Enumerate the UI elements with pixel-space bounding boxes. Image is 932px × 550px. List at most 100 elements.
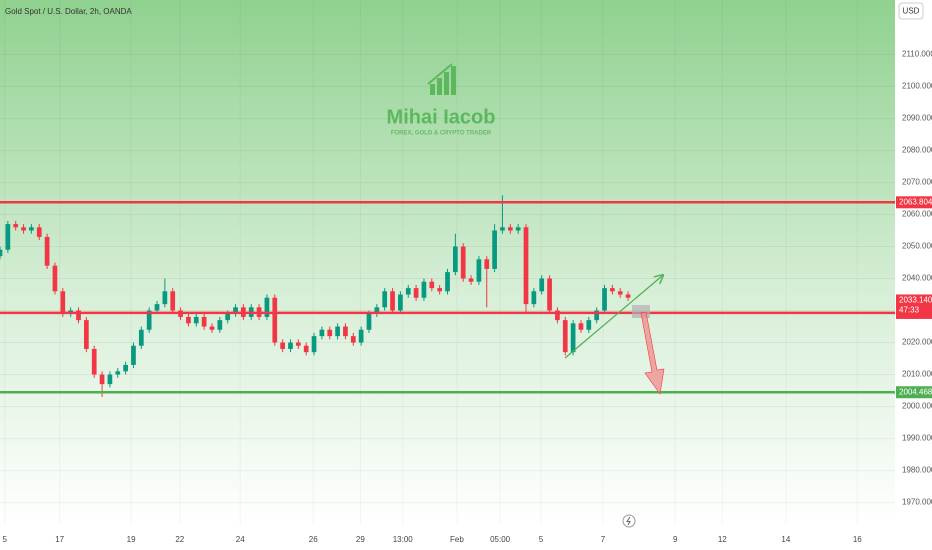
candle-body	[602, 288, 607, 311]
y-tick-label: 2060.000	[902, 210, 932, 219]
x-tick-label: 9	[673, 535, 678, 544]
candle-body	[319, 329, 325, 337]
candle-body	[398, 294, 403, 311]
candle-body	[154, 304, 160, 311]
candle-body	[107, 374, 113, 385]
level-label-box	[896, 386, 932, 399]
candle-body	[225, 313, 231, 321]
candles	[0, 195, 631, 397]
x-tick-label: 29	[356, 535, 365, 544]
countdown: 47:33	[899, 306, 920, 315]
x-tick-label: 5	[539, 535, 544, 544]
candle-body	[460, 246, 466, 279]
candle-body	[131, 345, 136, 365]
candle-body	[500, 227, 505, 231]
candle-body	[562, 320, 568, 353]
candle-body	[138, 329, 144, 346]
price-axis	[895, 0, 932, 550]
candle-body	[484, 259, 490, 269]
watermark: Mihai Iacob FOREX, GOLD & CRYPTO TRADER	[387, 63, 495, 137]
candle-body	[366, 313, 372, 330]
time-axis	[0, 525, 895, 550]
candle-body	[193, 316, 199, 324]
candle-body	[162, 291, 168, 305]
y-tick-label: 1980.000	[902, 466, 932, 475]
candle-body	[452, 246, 458, 273]
candle-body	[21, 227, 26, 231]
y-tick-label: 2000.000	[902, 402, 932, 411]
candle-body	[531, 291, 537, 305]
currency-button[interactable]	[898, 2, 924, 20]
candle-body	[295, 342, 301, 346]
candle-body	[186, 316, 191, 324]
candle-body	[272, 297, 278, 343]
down-arrow	[640, 311, 665, 395]
y-tick-label: 2020.000	[902, 338, 932, 347]
level-label: 2063.804	[899, 197, 932, 206]
candle-body	[570, 323, 576, 353]
candle-body	[382, 291, 388, 308]
candle-body	[36, 227, 42, 237]
candle-body	[91, 348, 97, 375]
last-price-label: 2033.140	[899, 296, 932, 305]
y-tick-label: 1990.000	[902, 434, 932, 443]
candle-body	[209, 326, 215, 330]
levels	[0, 201, 895, 394]
candle-body	[492, 230, 497, 269]
y-tick-label: 2070.000	[902, 178, 932, 187]
y-tick-label: 2010.000	[902, 370, 932, 379]
candle-body	[350, 336, 356, 343]
x-tick-label: 22	[175, 535, 184, 544]
candle-body	[146, 310, 152, 330]
candle-body	[437, 288, 443, 292]
candle-body	[5, 224, 11, 250]
y-tick-label: 2110.000	[902, 50, 932, 59]
candle-body	[468, 278, 474, 282]
replay-icon	[626, 516, 631, 526]
y-tick-label: 1970.000	[902, 498, 932, 507]
candle-body	[29, 227, 34, 231]
candle-body	[0, 249, 3, 257]
candle-body	[625, 294, 631, 298]
candle-body	[507, 227, 513, 231]
candle-body	[421, 281, 427, 298]
candle-body	[413, 288, 419, 298]
candle-body	[123, 364, 128, 372]
x-tick-label: Feb	[450, 535, 464, 544]
candle-body	[547, 278, 552, 311]
y-tick-label: 2100.000	[902, 82, 932, 91]
candle-body	[594, 310, 600, 321]
candle-body	[311, 336, 317, 353]
x-tick-label: 5	[2, 535, 7, 544]
candle-body	[523, 227, 529, 305]
y-tick-label: 2080.000	[902, 146, 932, 155]
candle-body	[515, 227, 521, 231]
candle-body	[217, 320, 223, 330]
candle-body	[280, 342, 285, 349]
x-tick-label: 17	[55, 535, 64, 544]
candle-body	[335, 326, 340, 337]
candle-body	[60, 291, 66, 314]
candle-body	[539, 278, 545, 292]
candle-body	[343, 326, 348, 337]
candle-body	[390, 291, 395, 311]
x-tick-label: 16	[853, 535, 862, 544]
candle-body	[84, 320, 89, 349]
candle-body	[170, 291, 176, 311]
grid	[0, 0, 895, 525]
level-label-box	[896, 196, 932, 209]
candle-body	[201, 316, 207, 327]
x-tick-label: 05:00	[490, 535, 511, 544]
candle-body	[617, 291, 623, 295]
candle-body	[445, 272, 450, 292]
candle-body	[52, 265, 58, 292]
candle-body	[586, 320, 592, 330]
x-tick-label: 14	[781, 535, 790, 544]
chart-title: Gold Spot / U.S. Dollar, 2h, OANDA	[5, 7, 132, 16]
candle-body	[99, 374, 105, 385]
candle-body	[13, 224, 19, 228]
trend-arrow	[564, 276, 662, 359]
y-tick-label: 2090.000	[902, 114, 932, 123]
watermark-tagline: FOREX, GOLD & CRYPTO TRADER	[391, 131, 492, 137]
candle-body	[374, 307, 380, 314]
